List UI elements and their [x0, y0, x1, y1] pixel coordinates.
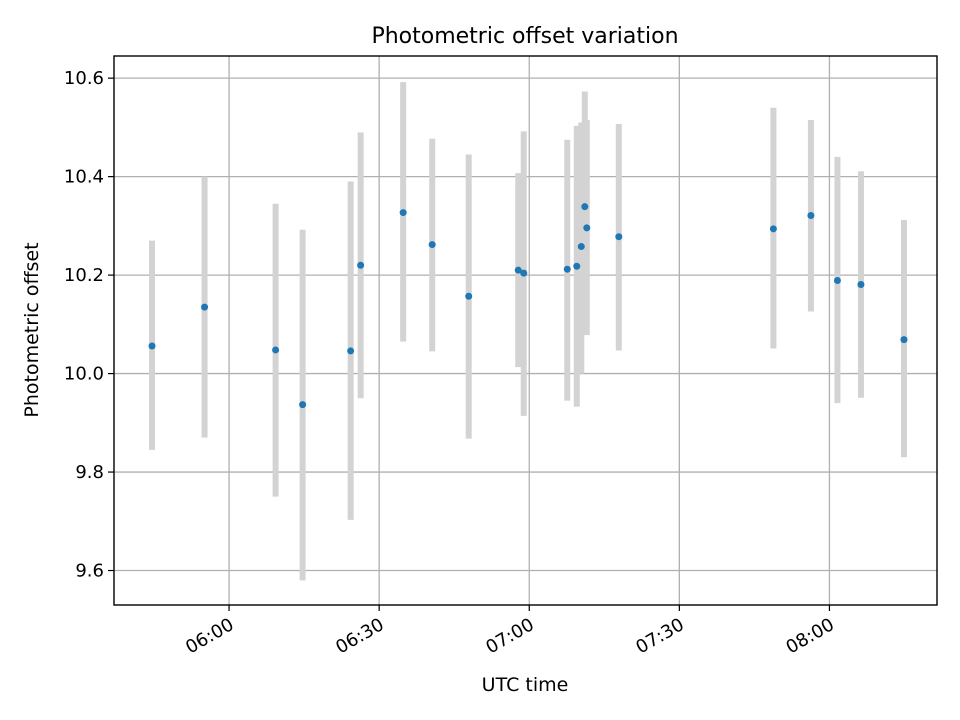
data-point: [577, 243, 585, 251]
y-axis-ticks: 9.6 9.8 10.0 10.2 10.4 10.6: [64, 68, 114, 582]
data-point: [428, 241, 436, 249]
chart-title: Photometric offset variation: [371, 24, 678, 49]
data-point: [857, 280, 865, 288]
y-tick-label: 9.8: [75, 462, 104, 483]
data-point: [148, 342, 156, 350]
x-tick-label: 08:00: [783, 614, 838, 658]
x-tick-label: 06:30: [332, 614, 387, 658]
y-tick-label: 10.0: [64, 364, 104, 385]
data-point: [807, 212, 815, 220]
data-point: [900, 336, 908, 344]
data-point: [520, 269, 528, 277]
data-point: [833, 277, 841, 285]
x-tick-label: 06:00: [182, 614, 237, 658]
data-point: [347, 347, 355, 355]
data-point: [573, 262, 581, 270]
data-point: [581, 203, 589, 211]
y-tick-label: 9.6: [75, 561, 104, 582]
data-point: [272, 346, 280, 354]
data-point: [514, 266, 522, 274]
data-point: [201, 303, 209, 311]
data-point: [357, 261, 365, 269]
data-point: [563, 265, 571, 273]
data-point: [465, 292, 473, 300]
x-axis-label: UTC time: [482, 674, 569, 696]
data-point: [299, 401, 307, 409]
data-point: [615, 233, 623, 241]
y-tick-label: 10.4: [64, 167, 104, 188]
error-bars: [149, 82, 907, 581]
plot-frame: [113, 55, 938, 606]
data-point: [583, 224, 591, 232]
x-tick-label: 07:30: [632, 614, 687, 658]
data-point: [769, 225, 777, 233]
y-tick-label: 10.6: [64, 68, 104, 89]
data-point: [399, 209, 407, 217]
y-tick-label: 10.2: [64, 265, 104, 286]
y-axis-label: Photometric offset: [21, 242, 43, 417]
x-tick-label: 07:00: [482, 614, 537, 658]
x-axis-ticks: 06:00 06:30 07:00 07:30 08:00: [182, 605, 838, 658]
data-points: [148, 203, 908, 409]
